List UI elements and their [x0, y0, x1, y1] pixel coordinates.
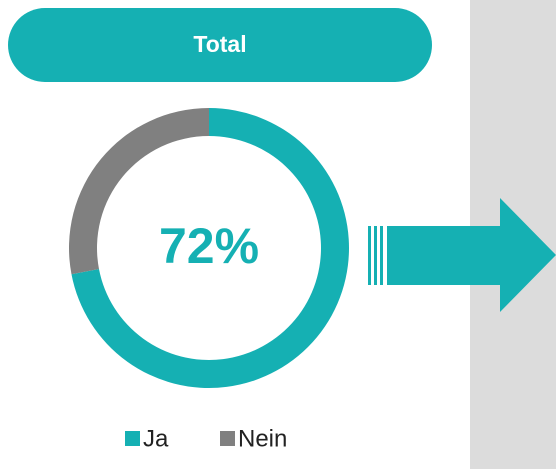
chart-title: Total — [193, 31, 246, 57]
header-pill — [8, 8, 432, 82]
center-label: 72% — [159, 218, 259, 274]
legend-label: Ja — [143, 425, 169, 452]
legend-swatch — [125, 431, 140, 446]
donut-segment — [68, 108, 209, 275]
arrow — [368, 198, 556, 312]
legend-swatch — [220, 431, 235, 446]
legend-label: Nein — [238, 425, 287, 452]
